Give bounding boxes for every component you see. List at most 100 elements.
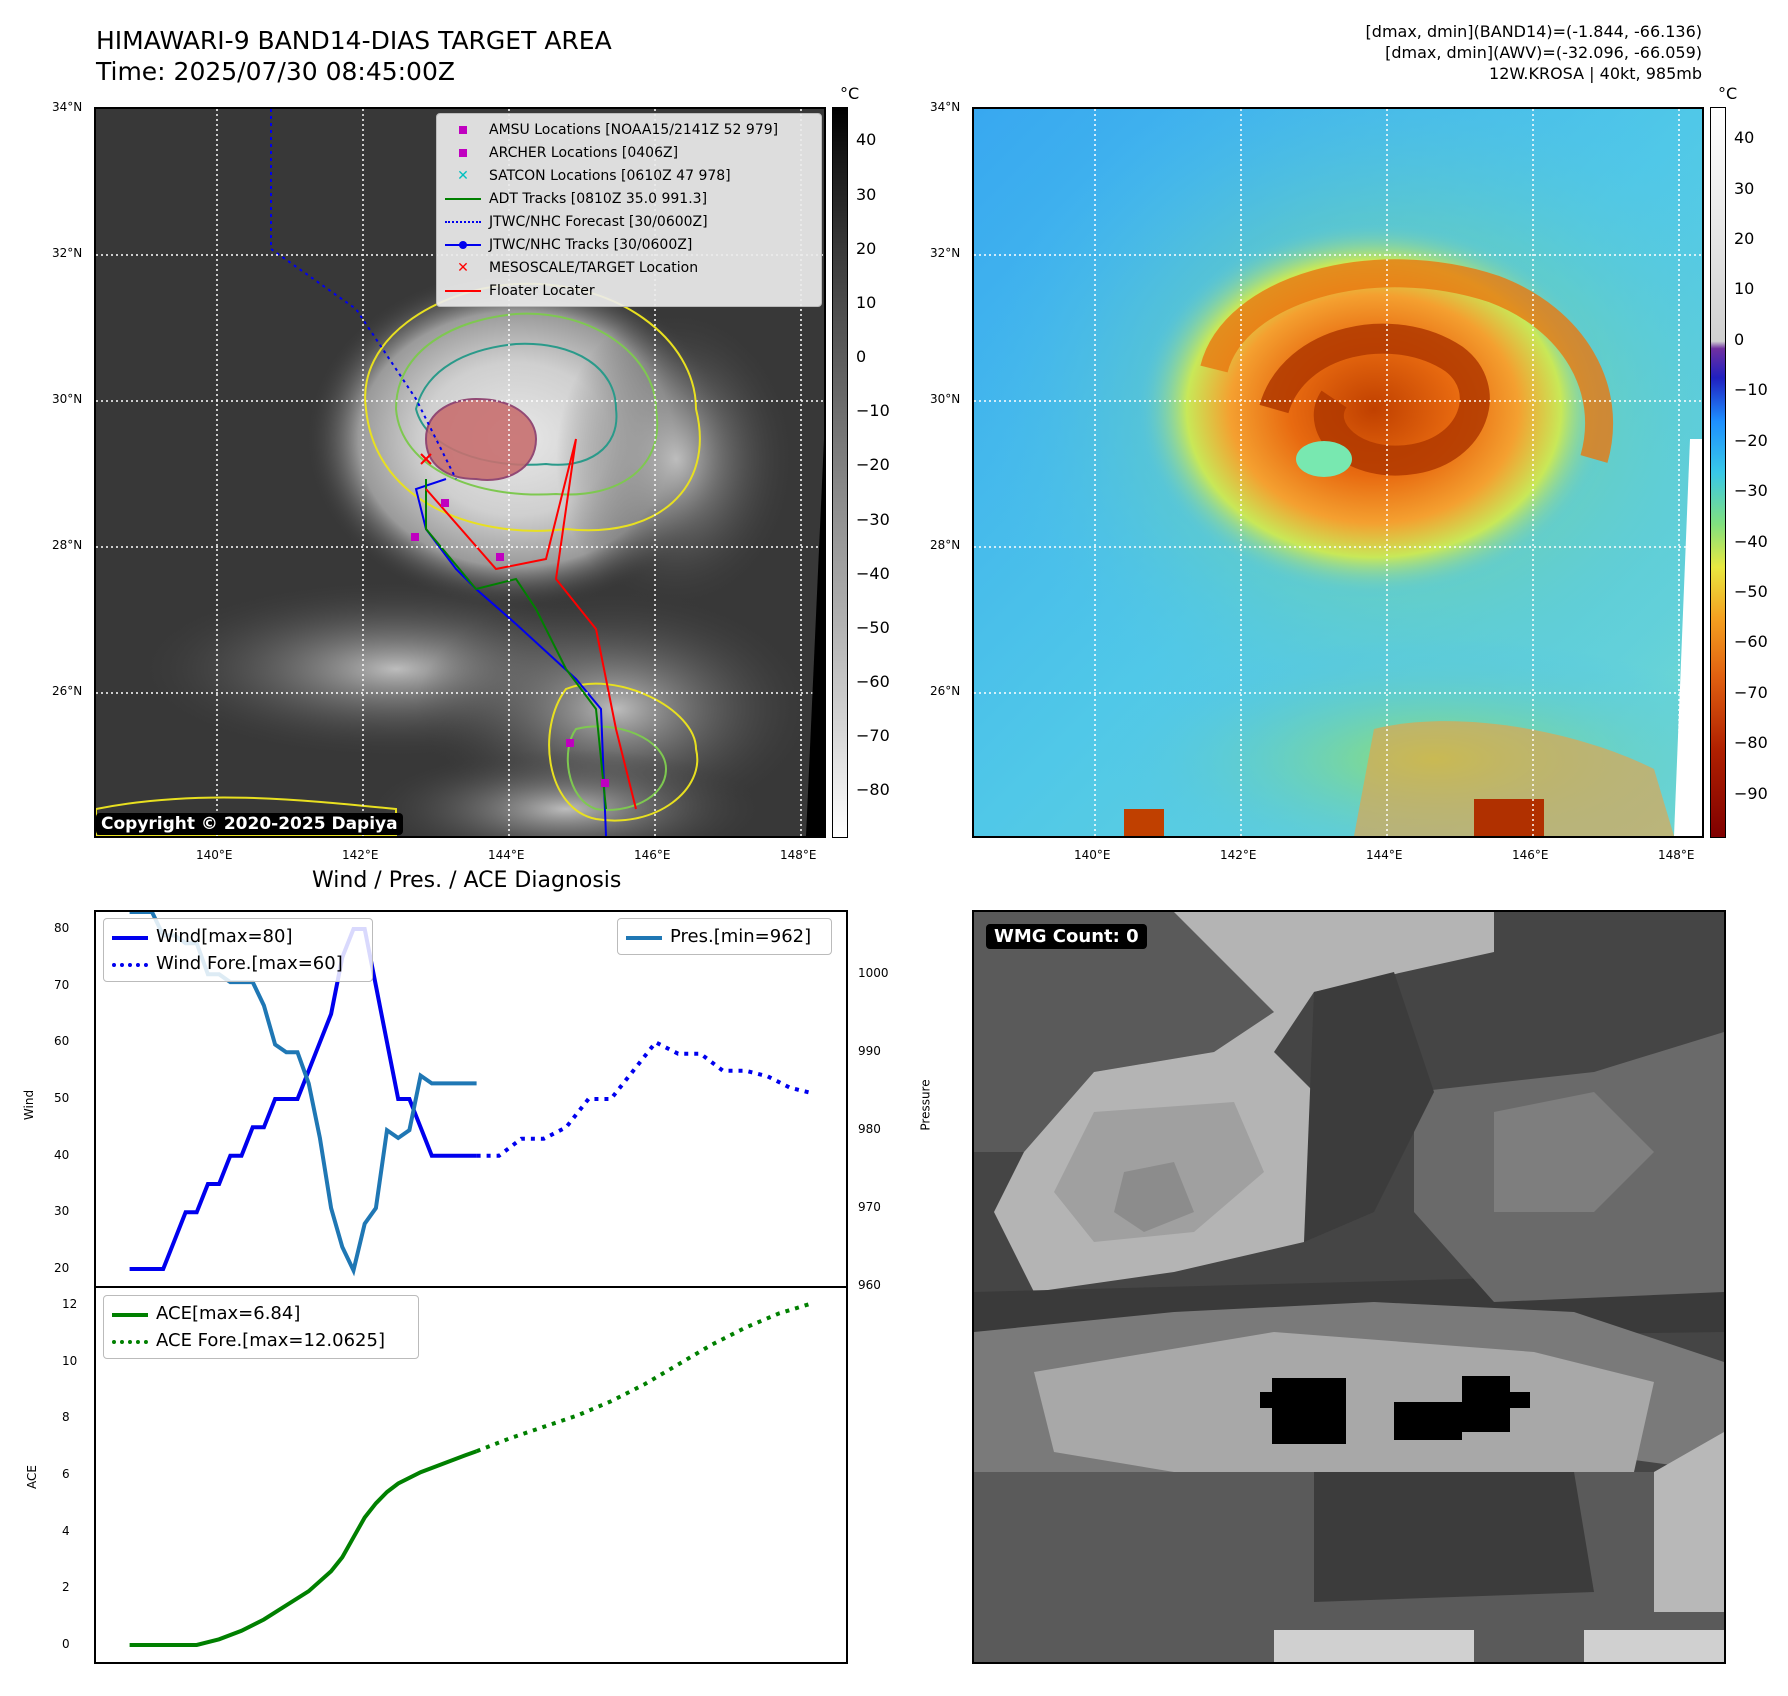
ir-map-panel: AMSU Locations [NOAA15/2141Z 52 979] ARC… bbox=[94, 107, 826, 838]
figure-title-line1: HIMAWARI-9 BAND14-DIAS TARGET AREA bbox=[96, 26, 612, 55]
colorbar-tick-label: −80 bbox=[856, 780, 890, 800]
figure-title-line2: Time: 2025/07/30 08:45:00Z bbox=[96, 57, 455, 86]
dotted-line-icon bbox=[112, 956, 148, 972]
diagnosis-title: Wind / Pres. / ACE Diagnosis bbox=[312, 868, 622, 893]
x-marker-icon: ✕ bbox=[457, 167, 469, 184]
pressure-tick-label: 960 bbox=[858, 1278, 881, 1292]
legend-amsu: AMSU Locations [NOAA15/2141Z 52 979] bbox=[445, 118, 813, 141]
lon-label: 144°E bbox=[488, 848, 525, 862]
legend-satcon: ✕ SATCON Locations [0610Z 47 978] bbox=[445, 164, 813, 187]
legend-jtwc-tracks: JTWC/NHC Tracks [30/0600Z] bbox=[445, 233, 813, 256]
colorbar-unit: °C bbox=[840, 84, 860, 103]
colorbar-unit: °C bbox=[1718, 84, 1738, 103]
line-dot-icon bbox=[445, 237, 481, 253]
pressure-axis-label: Pressure bbox=[918, 1079, 933, 1131]
solid-line-icon bbox=[112, 929, 148, 945]
colorbar-tick-label: 0 bbox=[1734, 329, 1745, 349]
pressure-tick-label: 1000 bbox=[858, 966, 889, 981]
wmg-panel: WMG Count: 0 bbox=[972, 910, 1726, 1664]
ace-tick-label: 0 bbox=[62, 1637, 70, 1651]
lon-label: 148°E bbox=[780, 848, 817, 862]
colorbar-tick-label: −30 bbox=[1734, 481, 1768, 501]
ace-legend: ACE[max=6.84] ACE Fore.[max=12.0625] bbox=[103, 1295, 419, 1359]
legend-adt: ADT Tracks [0810Z 35.0 991.3] bbox=[445, 187, 813, 210]
colorbar-tick-label: 20 bbox=[1734, 229, 1755, 249]
lat-label: 34°N bbox=[52, 100, 83, 114]
legend-archer: ARCHER Locations [0406Z] bbox=[445, 141, 813, 164]
ace-tick-label: 10 bbox=[62, 1353, 78, 1368]
wind-tick-label: 30 bbox=[54, 1204, 70, 1219]
ace-plot bbox=[94, 1286, 848, 1664]
awv-colorbar bbox=[1710, 107, 1726, 838]
colorbar-tick-label: 10 bbox=[1734, 279, 1755, 299]
colorbar-tick-label: −20 bbox=[1734, 430, 1768, 450]
line-icon bbox=[445, 283, 481, 299]
lon-label: 140°E bbox=[1074, 848, 1111, 862]
square-marker-icon bbox=[445, 122, 481, 138]
colorbar-tick-label: −70 bbox=[856, 726, 890, 746]
info-line3: 12W.KROSA | 40kt, 985mb bbox=[1489, 64, 1702, 83]
line-icon bbox=[445, 191, 481, 207]
lon-label: 142°E bbox=[342, 848, 379, 862]
colorbar-tick-label: 30 bbox=[1734, 178, 1755, 198]
pressure-tick-label: 980 bbox=[858, 1122, 881, 1137]
info-line2: [dmax, dmin](AWV)=(-32.096, -66.059) bbox=[1385, 43, 1702, 62]
awv-map-image bbox=[974, 109, 1702, 836]
series-line-0 bbox=[129, 927, 477, 1271]
pressure-tick-label: 990 bbox=[858, 1044, 881, 1059]
series-line-1 bbox=[476, 1039, 813, 1158]
legend-jtwc-forecast: JTWC/NHC Forecast [30/0600Z] bbox=[445, 210, 813, 233]
ace-tick-label: 2 bbox=[62, 1580, 70, 1595]
lon-label: 148°E bbox=[1658, 848, 1695, 862]
colorbar-tick-label: −50 bbox=[1734, 581, 1768, 601]
wmg-count-badge: WMG Count: 0 bbox=[986, 924, 1147, 949]
legend-floater: Floater Locater bbox=[445, 279, 813, 302]
lon-label: 142°E bbox=[1220, 848, 1257, 862]
lat-label: 34°N bbox=[930, 100, 961, 114]
colorbar-tick-label: 40 bbox=[1734, 128, 1755, 148]
lat-label: 28°N bbox=[930, 538, 961, 552]
wind-tick-label: 80 bbox=[54, 921, 70, 935]
awv-map-panel bbox=[972, 107, 1704, 838]
lat-label: 26°N bbox=[52, 684, 83, 698]
ace-svg bbox=[129, 1301, 813, 1647]
colorbar-tick-label: 10 bbox=[856, 292, 877, 312]
colorbar-tick-label: −80 bbox=[1734, 733, 1768, 753]
wind-legend: Wind[max=80] Wind Fore.[max=60] bbox=[103, 918, 373, 982]
colorbar-tick-label: −40 bbox=[1734, 531, 1768, 551]
lat-label: 32°N bbox=[52, 246, 83, 260]
ace-axis-label: ACE bbox=[24, 1465, 39, 1489]
info-line1: [dmax, dmin](BAND14)=(-1.844, -66.136) bbox=[1365, 22, 1702, 41]
ace-tick-label: 4 bbox=[62, 1523, 70, 1538]
colorbar-tick-label: −20 bbox=[856, 455, 890, 475]
solid-line-icon bbox=[112, 1306, 148, 1322]
wmg-image bbox=[974, 912, 1724, 1662]
legend-mesoscale: ✕ MESOSCALE/TARGET Location bbox=[445, 256, 813, 279]
colorbar-tick-label: −10 bbox=[1734, 380, 1768, 400]
square-marker-icon bbox=[445, 145, 481, 161]
lon-label: 146°E bbox=[1512, 848, 1549, 862]
lat-label: 28°N bbox=[52, 538, 83, 552]
lon-label: 146°E bbox=[634, 848, 671, 862]
lat-label: 30°N bbox=[930, 392, 961, 406]
wind-tick-label: 70 bbox=[54, 977, 70, 992]
colorbar-tick-label: −60 bbox=[856, 671, 890, 691]
wind-tick-label: 50 bbox=[54, 1091, 70, 1105]
wind-tick-label: 40 bbox=[54, 1147, 70, 1162]
colorbar-tick-label: −90 bbox=[1734, 783, 1768, 803]
lon-label: 144°E bbox=[1366, 848, 1403, 862]
pressure-legend: Pres.[min=962] bbox=[617, 918, 832, 955]
x-marker-icon: ✕ bbox=[457, 259, 469, 276]
colorbar-tick-label: 40 bbox=[856, 130, 877, 150]
ace-tick-label: 8 bbox=[62, 1410, 70, 1425]
ir-colorbar bbox=[832, 107, 848, 838]
ace-series-line-1 bbox=[475, 1301, 813, 1454]
lat-label: 32°N bbox=[930, 246, 961, 260]
dotted-line-icon bbox=[112, 1333, 148, 1349]
ace-tick-label: 6 bbox=[62, 1467, 70, 1481]
colorbar-tick-label: −30 bbox=[856, 509, 890, 529]
wind-axis-label: Wind bbox=[22, 1089, 37, 1121]
copyright-label: Copyright © 2020-2025 Dapiya bbox=[96, 813, 403, 835]
pressure-tick-label: 970 bbox=[858, 1200, 881, 1215]
wind-tick-label: 60 bbox=[54, 1034, 70, 1049]
